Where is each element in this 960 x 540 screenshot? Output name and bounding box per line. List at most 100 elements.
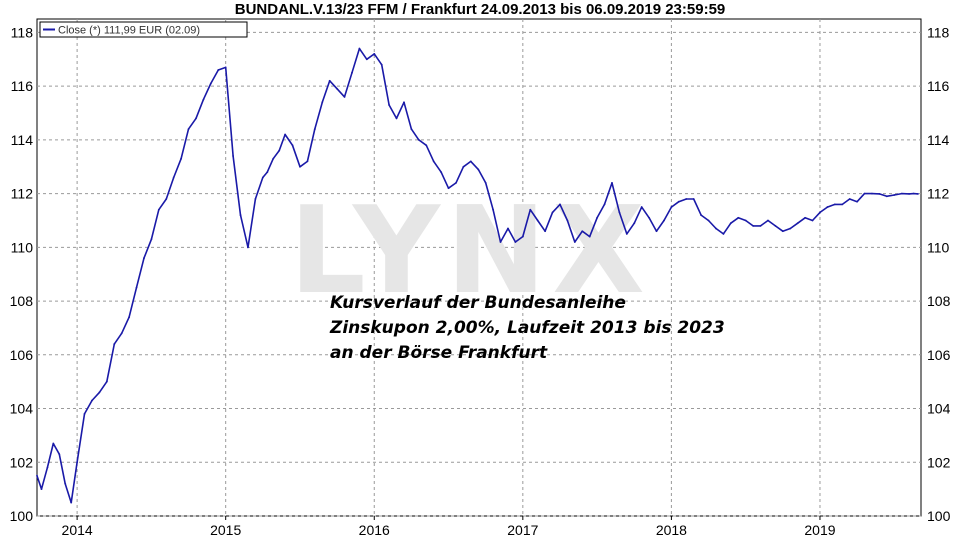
- annotation-line-3: an der Börse Frankfurt: [330, 343, 548, 363]
- data-point: [272, 157, 275, 160]
- data-point: [36, 474, 38, 477]
- data-point: [447, 187, 450, 190]
- data-point: [603, 203, 606, 206]
- data-point: [700, 214, 703, 217]
- data-point: [321, 101, 324, 104]
- data-point: [254, 198, 257, 200]
- data-point: [611, 181, 613, 184]
- data-point: [128, 316, 131, 319]
- data-point: [239, 214, 242, 217]
- data-point: [663, 219, 665, 222]
- data-point: [789, 227, 792, 230]
- data-point: [692, 198, 695, 200]
- annotation-line-1: Kursverlauf der Bundesanleihe: [330, 293, 626, 313]
- data-point: [76, 461, 79, 464]
- data-point: [462, 165, 465, 168]
- data-point: [893, 194, 896, 196]
- data-point: [774, 224, 777, 227]
- data-point: [856, 200, 859, 203]
- y-tick-label-left: 112: [11, 186, 34, 202]
- y-tick-label-left: 104: [10, 401, 34, 417]
- data-point: [291, 144, 294, 147]
- data-point: [826, 206, 829, 208]
- y-tick-label-left: 106: [10, 347, 34, 363]
- data-point: [410, 128, 413, 131]
- data-point: [477, 168, 480, 171]
- y-tick-label-left: 116: [11, 78, 34, 94]
- data-point: [40, 488, 43, 491]
- y-tick-label-right: 100: [927, 508, 951, 524]
- data-point: [113, 343, 116, 345]
- annotation-line-2: Zinskupon 2,00%, Laufzeit 2013 bis 2023: [329, 318, 725, 338]
- data-point: [804, 216, 807, 219]
- data-point: [232, 155, 235, 157]
- legend: Close (*) 111,99 EUR (02.09): [39, 21, 248, 38]
- y-tick-label-right: 104: [927, 401, 951, 417]
- data-point: [380, 63, 383, 66]
- data-point: [455, 181, 457, 184]
- data-point: [469, 160, 472, 163]
- y-tick-label-right: 116: [927, 78, 950, 94]
- data-point: [388, 104, 391, 106]
- data-point: [655, 230, 658, 233]
- data-point: [64, 482, 67, 485]
- data-point: [313, 128, 316, 131]
- y-tick-label-right: 118: [927, 24, 950, 40]
- x-tick-label: 2015: [210, 522, 241, 538]
- data-point: [351, 71, 353, 74]
- data-point: [180, 157, 183, 160]
- data-point: [885, 195, 888, 198]
- data-point: [767, 219, 769, 222]
- data-point: [596, 216, 599, 219]
- data-point: [299, 165, 301, 168]
- data-points: [36, 47, 919, 504]
- watermark: LYNX: [289, 182, 651, 321]
- data-point: [135, 286, 138, 289]
- data-point: [306, 160, 309, 163]
- data-point: [841, 203, 844, 206]
- data-point: [752, 224, 755, 227]
- y-tick-label-left: 118: [11, 24, 34, 40]
- data-point: [83, 413, 86, 415]
- data-point: [284, 133, 287, 136]
- data-point: [209, 82, 212, 85]
- data-point: [707, 219, 710, 222]
- data-point: [744, 219, 747, 222]
- data-point: [358, 47, 361, 50]
- data-point: [685, 198, 688, 200]
- plot-area: [36, 18, 922, 517]
- data-point: [722, 233, 725, 235]
- data-point: [917, 192, 919, 195]
- data-point: [908, 192, 911, 195]
- data-point: [796, 222, 799, 225]
- data-point: [484, 181, 487, 184]
- x-axis: 2014 2015 2016 2017 2018 2019: [62, 516, 836, 538]
- data-point: [432, 160, 435, 163]
- y-tick-label-left: 102: [10, 454, 34, 470]
- data-point: [581, 230, 584, 233]
- data-point: [202, 98, 205, 101]
- data-point: [157, 208, 160, 211]
- legend-label: Close (*) 111,99 EUR (02.09): [58, 25, 200, 37]
- data-point: [521, 235, 524, 238]
- data-point: [492, 208, 495, 211]
- data-point: [373, 53, 376, 55]
- data-point: [529, 208, 532, 211]
- data-point: [403, 101, 405, 104]
- data-point: [833, 203, 836, 206]
- data-point: [566, 219, 569, 222]
- data-point: [625, 233, 628, 235]
- data-point: [536, 219, 539, 222]
- y-tick-label-left: 110: [11, 239, 34, 255]
- data-point: [670, 206, 673, 208]
- y-tick-label-left: 114: [11, 132, 34, 148]
- y-tick-label-right: 114: [927, 132, 950, 148]
- data-point: [247, 246, 249, 249]
- data-point: [900, 192, 903, 195]
- data-point: [819, 211, 821, 214]
- data-point: [677, 200, 680, 203]
- data-point: [120, 332, 123, 335]
- data-point: [165, 198, 168, 200]
- data-point: [811, 219, 814, 222]
- data-point: [195, 117, 197, 120]
